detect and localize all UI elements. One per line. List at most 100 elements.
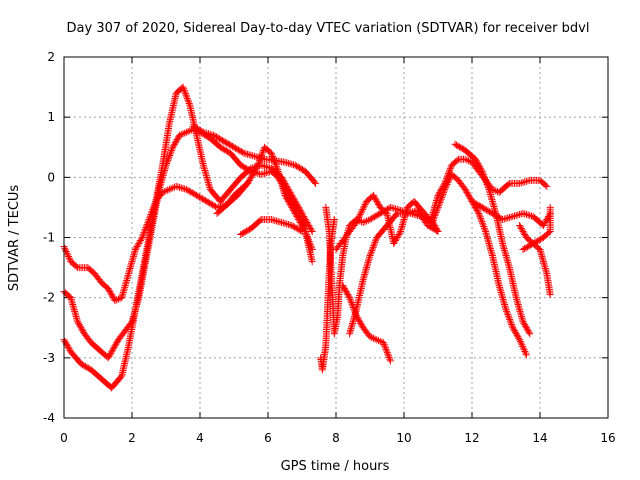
data-point [190, 190, 198, 198]
data-point [490, 186, 498, 194]
data-point [201, 197, 209, 205]
data-point [368, 247, 376, 255]
series-arc-15 [468, 197, 554, 229]
data-point [518, 341, 526, 349]
data-point [342, 288, 350, 296]
data-point [434, 191, 442, 199]
data-point [203, 197, 211, 205]
data-point [546, 203, 554, 211]
data-point [375, 210, 383, 218]
data-point [376, 209, 384, 217]
data-point [481, 226, 489, 234]
data-point [143, 220, 151, 228]
data-point [487, 209, 495, 217]
data-point [294, 225, 302, 233]
data-point [292, 224, 300, 232]
data-point [304, 236, 312, 244]
x-tick-label: 4 [196, 431, 204, 445]
data-point [371, 238, 379, 246]
data-point [286, 160, 294, 168]
data-point [370, 242, 378, 250]
data-point [207, 200, 215, 208]
data-point [286, 221, 294, 229]
data-point [135, 240, 143, 248]
data-point [138, 234, 146, 241]
data-point [382, 345, 390, 353]
data-point [391, 238, 399, 246]
data-point [177, 130, 185, 138]
data-point [304, 220, 312, 228]
data-point [372, 235, 380, 243]
data-point [296, 218, 304, 226]
data-point [184, 96, 192, 104]
data-point [233, 145, 241, 153]
data-point [355, 214, 363, 222]
data-point [469, 198, 477, 206]
data-point [169, 143, 177, 151]
data-point [274, 166, 282, 174]
data-point [504, 312, 512, 320]
data-point [255, 158, 263, 166]
data-point [78, 325, 86, 333]
data-point [516, 179, 524, 187]
data-point [442, 182, 450, 190]
data-point [457, 144, 465, 152]
data-point [191, 123, 199, 131]
data-point [193, 191, 201, 199]
data-point [383, 347, 391, 355]
y-axis-title: SDTVAR / TECUs [7, 185, 22, 292]
data-point [210, 131, 218, 139]
data-point [182, 128, 190, 136]
data-point [166, 150, 174, 158]
data-point [279, 219, 287, 227]
data-point [516, 223, 524, 231]
data-point [310, 178, 318, 186]
data-point [353, 217, 361, 225]
data-point [520, 229, 528, 237]
data-point [361, 218, 369, 226]
data-point [517, 179, 525, 187]
data-point [522, 177, 530, 185]
x-tick-label: 8 [332, 431, 340, 445]
data-point [270, 156, 278, 164]
data-point [201, 129, 209, 137]
data-point [522, 244, 530, 252]
data-point [303, 232, 311, 240]
data-point [165, 185, 173, 193]
data-point [303, 218, 311, 226]
data-point [295, 215, 303, 223]
data-point [474, 201, 482, 209]
data-point [305, 237, 313, 245]
x-tick-label: 10 [396, 431, 411, 445]
data-point [252, 164, 260, 172]
data-point [163, 160, 171, 168]
data-point [185, 98, 193, 106]
data-point [461, 185, 469, 193]
data-point [429, 217, 437, 225]
data-point [375, 337, 382, 345]
data-point [463, 156, 471, 164]
data-point [367, 250, 375, 258]
series-arc-17 [519, 203, 554, 254]
data-point [442, 184, 450, 192]
data-point [458, 145, 466, 153]
data-point [160, 188, 168, 196]
data-point [330, 215, 338, 223]
data-point [373, 336, 381, 344]
x-tick-label: 2 [128, 431, 136, 445]
series-arc-5 [213, 143, 316, 254]
data-point [205, 130, 212, 138]
data-point [229, 142, 237, 150]
data-point [250, 167, 258, 175]
data-point [288, 160, 296, 168]
data-point [144, 217, 152, 225]
data-point [484, 184, 492, 192]
data-point [111, 297, 119, 305]
data-point [267, 215, 275, 223]
data-point [183, 93, 191, 101]
y-tick-label: 2 [47, 50, 55, 64]
data-point [534, 237, 542, 245]
data-point [78, 361, 86, 369]
data-point [508, 322, 516, 330]
data-point [475, 202, 483, 210]
